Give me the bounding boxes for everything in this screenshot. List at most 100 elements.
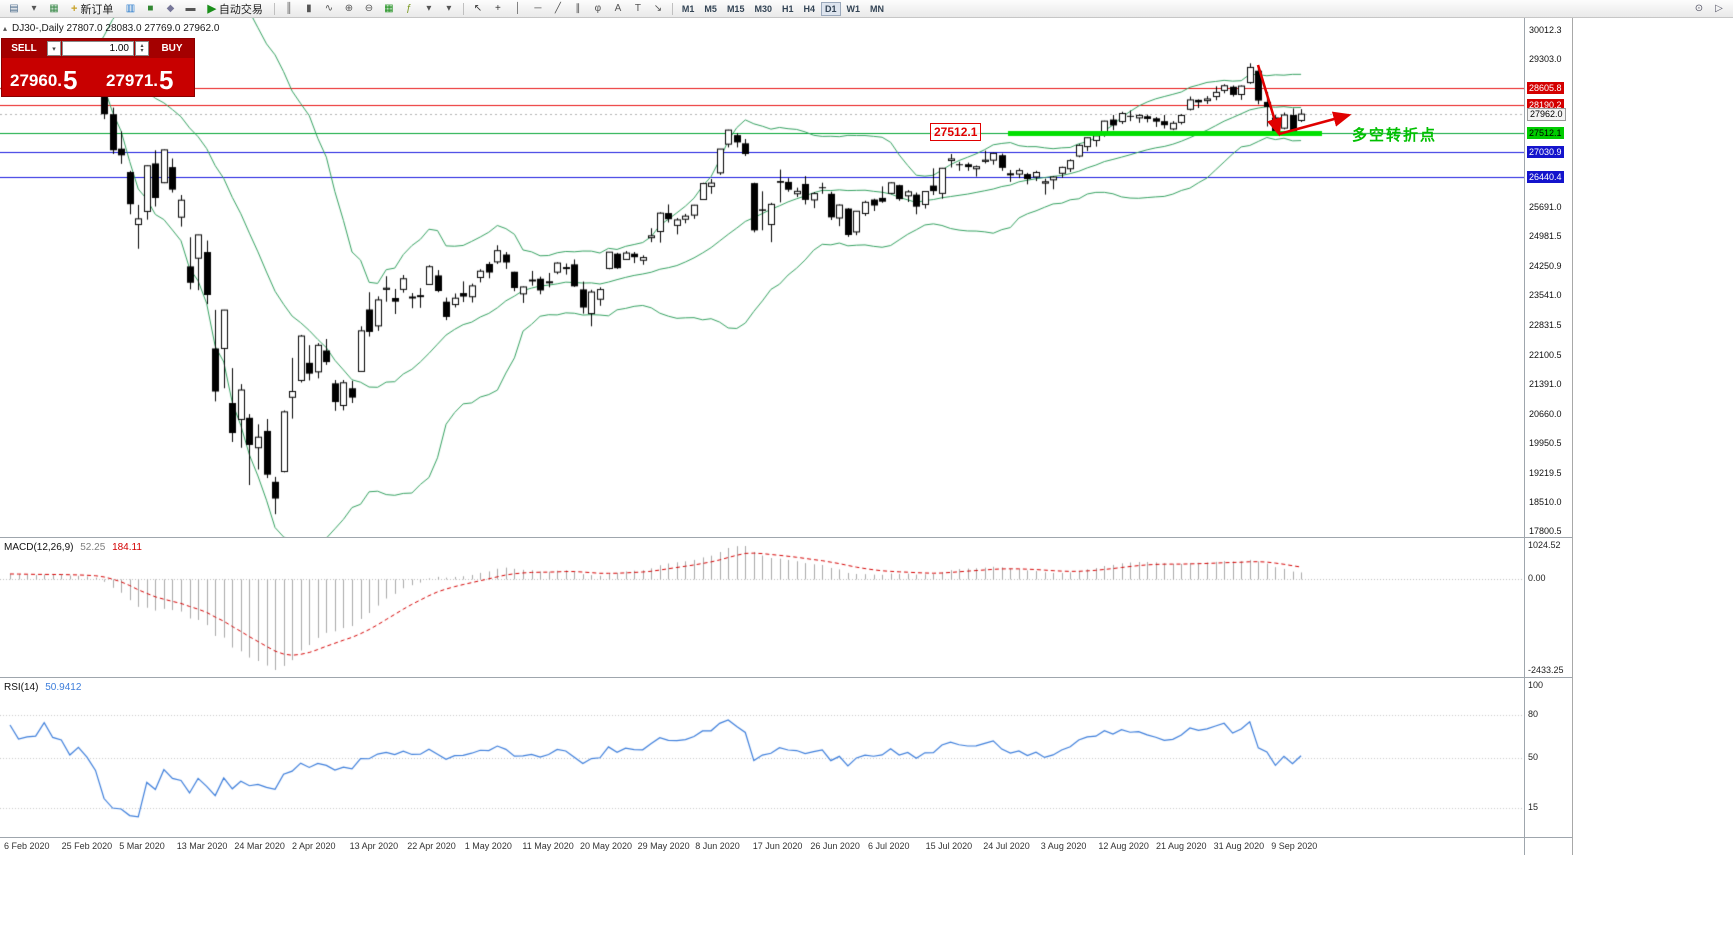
timeframe-h1[interactable]: H1 bbox=[781, 3, 794, 14]
search-icon[interactable]: ⊙ bbox=[1694, 3, 1704, 14]
price-axis-label: 26440.4 bbox=[1527, 170, 1564, 183]
turning-point-label: 多空转折点 bbox=[1352, 127, 1438, 144]
toolbar-right: ⊙ ▷ bbox=[1689, 0, 1729, 17]
market-watch-icon[interactable]: ▥ bbox=[125, 3, 136, 14]
level-callout-text: 27512.1 bbox=[934, 125, 978, 139]
pane-separator[interactable] bbox=[0, 677, 1572, 678]
timeframe-d1[interactable]: D1 bbox=[821, 1, 841, 16]
timeframe-m30[interactable]: M30 bbox=[754, 3, 772, 14]
rsi-value: 50.9412 bbox=[45, 682, 82, 693]
buy-price-main: 27971. bbox=[106, 71, 158, 90]
axis-separator[interactable] bbox=[1524, 18, 1525, 855]
autotrade-button[interactable]: ▶ 自动交易 bbox=[201, 0, 268, 17]
chart-window: ▴ DJ30-,Daily 27807.0 28083.0 27769.0 27… bbox=[0, 18, 1573, 855]
indicators-icon[interactable]: ƒ bbox=[406, 3, 412, 14]
chevron-down-icon: ▾ bbox=[140, 47, 144, 54]
timeframe-w1[interactable]: W1 bbox=[846, 3, 861, 14]
vertical-line-icon[interactable]: │ bbox=[514, 3, 522, 14]
price-axis-label: 20660.0 bbox=[1529, 408, 1562, 419]
macd-axis-label: -2433.25 bbox=[1528, 665, 1564, 675]
price-axis-label: 23541.0 bbox=[1529, 290, 1562, 301]
rsi-name: RSI(14) bbox=[4, 682, 39, 693]
date-label: 15 Jul 2020 bbox=[925, 841, 973, 851]
level-callout[interactable]: 27512.1 bbox=[930, 123, 982, 141]
timeframe-m1[interactable]: M1 bbox=[681, 3, 695, 14]
bar-chart-icon[interactable]: ║ bbox=[285, 3, 293, 14]
right-axis-column[interactable]: 30012.3 29303.0 28605.8 28190.2 27962.0 27512… bbox=[1526, 18, 1572, 855]
price-axis-label: 17800.5 bbox=[1529, 526, 1562, 536]
toolbar-separator bbox=[273, 2, 275, 15]
one-click-trading-panel: SELL ▾ 1.00 ▴ ▾ BUY 27960. 5 27971. 5 bbox=[2, 39, 194, 96]
indicators-dropdown-icon[interactable]: ▾ bbox=[426, 3, 432, 14]
symbol-ohlc-text: DJ30-,Daily 27807.0 28083.0 27769.0 2796… bbox=[12, 23, 220, 34]
price-axis-label: 19950.5 bbox=[1529, 437, 1562, 448]
macd-main-value: 52.25 bbox=[80, 542, 106, 553]
horizontal-line-icon[interactable]: ─ bbox=[534, 3, 542, 14]
date-label: 24 Mar 2020 bbox=[234, 841, 285, 851]
new-order-button[interactable]: + 新订单 bbox=[65, 0, 119, 17]
date-label: 5 Mar 2020 bbox=[119, 841, 165, 851]
new-chart-dropdown-icon[interactable]: ▾ bbox=[31, 3, 37, 14]
autotrade-icon: ▶ bbox=[207, 3, 216, 15]
objects-dropdown-icon[interactable]: ▾ bbox=[446, 3, 452, 14]
trendline-icon[interactable]: ╱ bbox=[554, 3, 561, 14]
date-axis[interactable]: 6 Feb 2020 25 Feb 2020 5 Mar 2020 13 Mar 20… bbox=[0, 838, 1524, 855]
rsi-label: RSI(14) 50.9412 bbox=[4, 682, 81, 693]
price-axis-label: 27030.9 bbox=[1527, 146, 1564, 159]
timeframe-h4[interactable]: H4 bbox=[803, 3, 815, 14]
chart-title: ▴ DJ30-,Daily 27807.0 28083.0 27769.0 27… bbox=[3, 23, 219, 34]
fibonacci-icon[interactable]: φ bbox=[594, 3, 602, 14]
date-label: 6 Jul 2020 bbox=[868, 841, 910, 851]
price-axis-label: 27962.0 bbox=[1527, 108, 1566, 122]
date-label: 6 Feb 2020 bbox=[4, 841, 50, 851]
tile-windows-icon[interactable]: ▦ bbox=[384, 3, 394, 14]
macd-label: MACD(12,26,9) 52.25 184.11 bbox=[4, 542, 142, 553]
macd-canvas[interactable] bbox=[0, 538, 1524, 678]
navigator-icon[interactable]: ◆ bbox=[166, 3, 175, 14]
lot-stepper[interactable]: ▴ ▾ bbox=[135, 41, 149, 56]
cursor-icon[interactable]: ↖ bbox=[473, 3, 483, 14]
zoom-in-icon[interactable]: ⊕ bbox=[344, 3, 354, 14]
toolbar-left: ▤ ▾ ▦ + 新订单 ▥ ■ ◆ ▬ ▶ 自动交易 ║ ▮ ∿ ⊕ ⊖ ▦ ƒ ▾ ▾ ↖ + │ ─ ╱ ∥ φ A T ↘ M1 M5 M… bbox=[4, 0, 889, 17]
lot-value: 1.00 bbox=[109, 43, 129, 54]
rsi-axis-label: 100 bbox=[1528, 680, 1544, 690]
pointer-icon[interactable]: ▷ bbox=[1715, 3, 1723, 14]
main-chart-canvas[interactable] bbox=[0, 18, 1524, 538]
price-axis-label: 18510.0 bbox=[1529, 496, 1562, 507]
new-chart-icon[interactable]: ▤ bbox=[9, 3, 19, 14]
one-click-toggle[interactable]: ▴ bbox=[3, 24, 8, 33]
timeframe-mn[interactable]: MN bbox=[870, 3, 885, 14]
date-label: 20 May 2020 bbox=[580, 841, 633, 851]
date-label: 29 May 2020 bbox=[637, 841, 690, 851]
buy-price-pip: 5 bbox=[159, 65, 174, 95]
terminal-icon[interactable]: ▬ bbox=[185, 3, 196, 14]
timeframe-m5[interactable]: M5 bbox=[704, 3, 717, 14]
zoom-out-icon[interactable]: ⊖ bbox=[364, 3, 374, 14]
buy-price[interactable]: 27971. 5 bbox=[98, 58, 194, 96]
rsi-canvas[interactable] bbox=[0, 678, 1524, 838]
chevron-down-icon: ▾ bbox=[52, 45, 56, 53]
data-window-icon[interactable]: ■ bbox=[147, 3, 154, 14]
arrows-tool-icon[interactable]: ↘ bbox=[653, 3, 663, 14]
channel-icon[interactable]: ∥ bbox=[575, 3, 581, 14]
sell-price[interactable]: 27960. 5 bbox=[2, 58, 98, 96]
price-axis-label: 30012.3 bbox=[1529, 25, 1562, 35]
toolbar-separator bbox=[671, 2, 673, 15]
timeframe-m15[interactable]: M15 bbox=[726, 3, 745, 14]
date-label: 25 Feb 2020 bbox=[61, 841, 113, 851]
crosshair-icon[interactable]: + bbox=[494, 3, 501, 14]
price-axis-label: 22100.5 bbox=[1529, 349, 1562, 360]
price-axis-label: 19219.5 bbox=[1529, 467, 1562, 478]
sell-button[interactable]: SELL bbox=[11, 43, 37, 54]
lot-size-input[interactable]: 1.00 bbox=[62, 41, 134, 56]
profiles-icon[interactable]: ▦ bbox=[49, 3, 59, 14]
autotrade-button-label: 自动交易 bbox=[218, 3, 263, 16]
rsi-axis-label: 50 bbox=[1528, 752, 1539, 762]
buy-button[interactable]: BUY bbox=[161, 43, 183, 54]
label-icon[interactable]: T bbox=[634, 3, 641, 14]
text-icon[interactable]: A bbox=[614, 3, 622, 14]
candlestick-chart-icon[interactable]: ▮ bbox=[306, 3, 312, 14]
line-chart-icon[interactable]: ∿ bbox=[324, 3, 334, 14]
pane-separator[interactable] bbox=[0, 537, 1572, 538]
trade-panel-dropdown[interactable]: ▾ bbox=[47, 41, 61, 56]
